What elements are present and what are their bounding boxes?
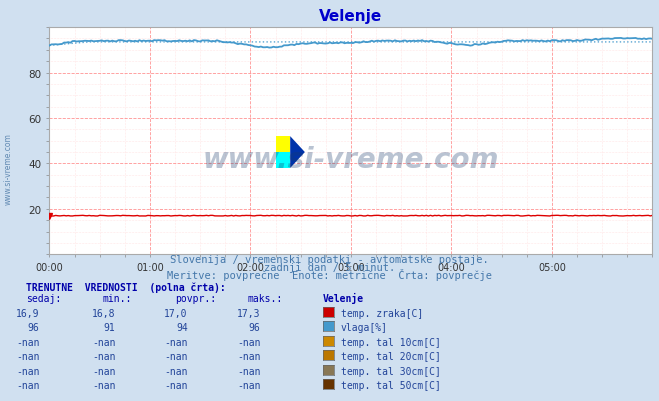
Text: 16,9: 16,9 [16,308,40,318]
Text: TRENUTNE  VREDNOSTI  (polna črta):: TRENUTNE VREDNOSTI (polna črta): [26,282,226,293]
Text: -nan: -nan [164,337,188,347]
Text: -nan: -nan [92,337,115,347]
Text: 96: 96 [28,322,40,332]
Text: -nan: -nan [92,380,115,390]
Text: zadnji dan / 5 minut.: zadnji dan / 5 minut. [264,263,395,273]
Text: Slovenija / vremenski podatki - avtomatske postaje.: Slovenija / vremenski podatki - avtomats… [170,255,489,265]
Text: -nan: -nan [164,351,188,361]
Text: temp. tal 50cm[C]: temp. tal 50cm[C] [341,380,441,390]
Text: 17,0: 17,0 [164,308,188,318]
Text: -nan: -nan [164,380,188,390]
Text: 94: 94 [176,322,188,332]
Text: www.si-vreme.com: www.si-vreme.com [203,146,499,174]
Text: 17,3: 17,3 [237,308,260,318]
Text: -nan: -nan [237,351,260,361]
Bar [275,137,290,153]
Text: Meritve: povprečne  Enote: metrične  Črta: povprečje: Meritve: povprečne Enote: metrične Črta:… [167,269,492,281]
Text: -nan: -nan [237,366,260,376]
Polygon shape [290,137,305,168]
Text: temp. zraka[C]: temp. zraka[C] [341,308,423,318]
Text: povpr.:: povpr.: [175,294,215,304]
Text: -nan: -nan [237,337,260,347]
Text: www.si-vreme.com: www.si-vreme.com [3,133,13,204]
Title: Velenje: Velenje [320,9,382,24]
Text: temp. tal 10cm[C]: temp. tal 10cm[C] [341,337,441,347]
Text: vlaga[%]: vlaga[%] [341,322,387,332]
Text: 91: 91 [103,322,115,332]
Bar [275,153,290,168]
Text: temp. tal 20cm[C]: temp. tal 20cm[C] [341,351,441,361]
Text: 16,8: 16,8 [92,308,115,318]
Text: 96: 96 [248,322,260,332]
Text: temp. tal 30cm[C]: temp. tal 30cm[C] [341,366,441,376]
Text: -nan: -nan [16,366,40,376]
Text: -nan: -nan [237,380,260,390]
Text: -nan: -nan [16,351,40,361]
Text: min.:: min.: [102,294,132,304]
Text: Velenje: Velenje [323,293,364,304]
Text: -nan: -nan [92,366,115,376]
Text: sedaj:: sedaj: [26,294,61,304]
Text: -nan: -nan [164,366,188,376]
Text: -nan: -nan [16,337,40,347]
Text: -nan: -nan [92,351,115,361]
Text: -nan: -nan [16,380,40,390]
Text: maks.:: maks.: [247,294,282,304]
